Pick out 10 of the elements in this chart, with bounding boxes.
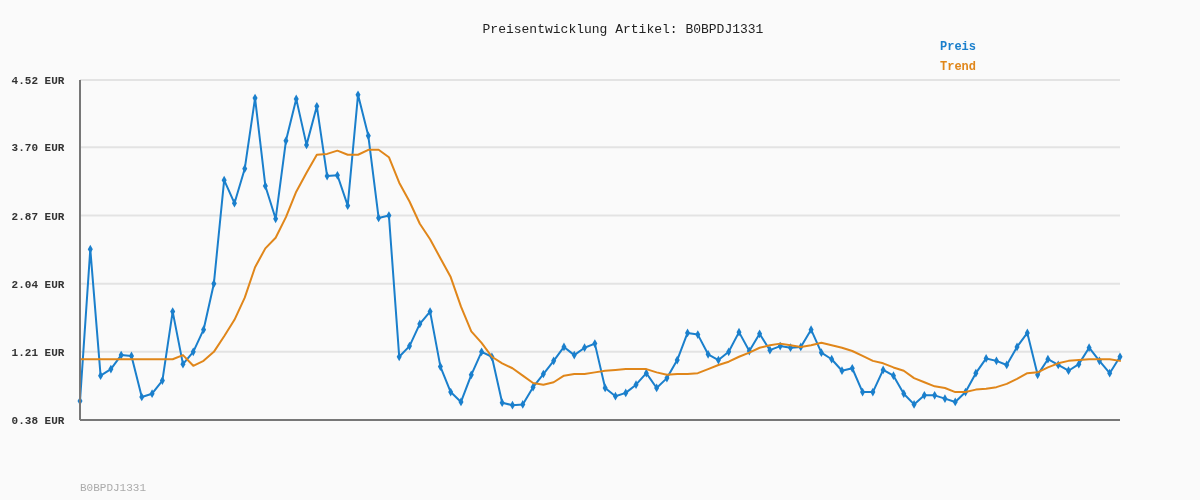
text: Trend xyxy=(940,60,977,74)
y-tick-label: 4.52 EUR xyxy=(11,75,65,87)
y-tick-label: 1.21 EUR xyxy=(11,346,65,359)
chart-title: Preisentwicklung Artikel: B0BPDJ1331 xyxy=(482,22,764,37)
text: Preis xyxy=(940,40,977,54)
y-tick-label: 3.70 EUR xyxy=(11,142,65,155)
y-tick-label: 0.38 EUR xyxy=(11,415,65,427)
y-tick-label: 2.87 EUR xyxy=(11,210,65,223)
y-tick-label: 2.04 EUR xyxy=(11,278,65,291)
text: B0BPDJ1331 xyxy=(80,482,147,494)
